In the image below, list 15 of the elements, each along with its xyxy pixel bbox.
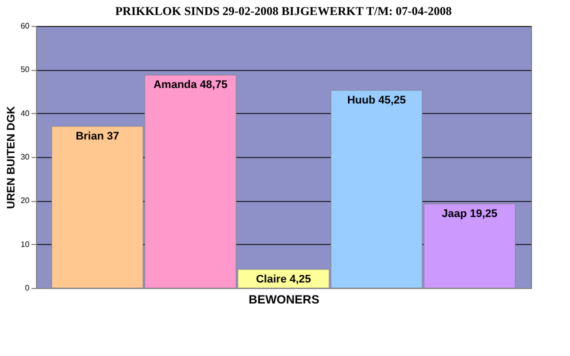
y-tick-label: 30	[20, 152, 30, 162]
data-label: Brian 37	[76, 130, 120, 142]
y-tick-label: 60	[20, 22, 30, 30]
y-tick-label: 0	[25, 284, 30, 292]
data-label: Jaap 19,25	[442, 208, 498, 220]
y-tick-label: 50	[20, 65, 30, 74]
x-axis-title: BEWONERS	[248, 292, 320, 306]
data-label: Huub 45,25	[347, 94, 406, 106]
chart-title: PRIKKLOK SINDS 29-02-2008 BIJGEWERKT T/M: 07-04-2008	[115, 4, 452, 18]
y-tick-label: 10	[20, 240, 30, 249]
data-label: Amanda 48,75	[153, 79, 228, 92]
y-axis-title: UREN BUITEN DGK	[6, 106, 18, 209]
y-tick-label: 40	[20, 108, 30, 118]
data-label: Claire 4,25	[256, 273, 312, 286]
y-tick-label: 20	[20, 196, 30, 206]
